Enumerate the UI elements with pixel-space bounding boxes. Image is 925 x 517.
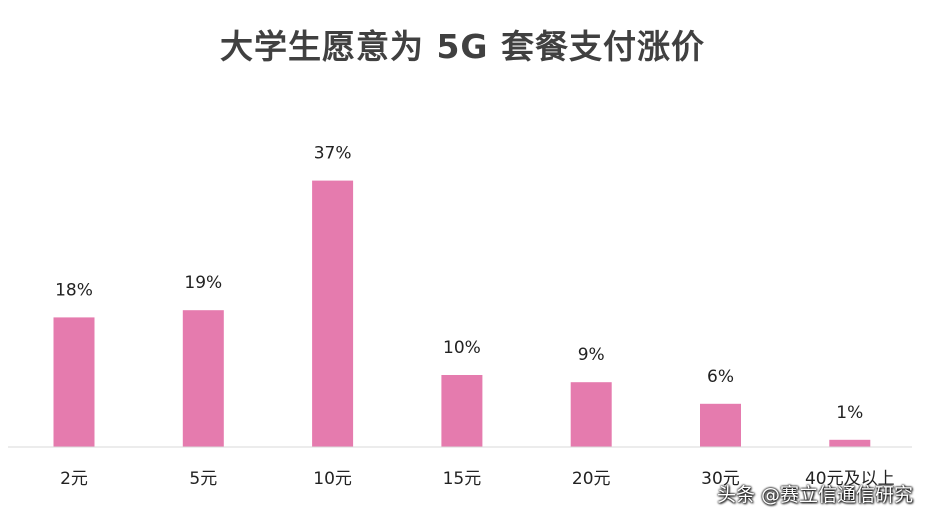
bar-5 xyxy=(700,403,741,447)
x-tick-label-6: 40元及以上 xyxy=(805,469,895,489)
bar-2 xyxy=(312,180,354,447)
x-tick-label-2: 10元 xyxy=(313,469,352,489)
data-label-6: 1% xyxy=(836,403,863,423)
data-label-1: 19% xyxy=(184,273,222,293)
data-label-2: 37% xyxy=(314,144,352,164)
bar-3 xyxy=(441,375,483,447)
data-label-3: 10% xyxy=(443,338,481,358)
data-label-0: 18% xyxy=(55,280,93,300)
x-tick-label-3: 15元 xyxy=(443,469,482,489)
bar-1 xyxy=(182,310,224,447)
watermark: 头条 @赛立信通信研究 xyxy=(716,484,913,506)
data-label-4: 9% xyxy=(578,345,605,365)
bar-4 xyxy=(570,382,612,447)
x-tick-label-4: 20元 xyxy=(572,469,611,489)
data-label-5: 6% xyxy=(707,367,734,387)
chart-title: 大学生愿意为 5G 套餐支付涨价 xyxy=(219,27,706,66)
x-tick-label-0: 2元 xyxy=(60,469,88,489)
tick-labels-layer: 2元 5元 10元 15元 20元 30元 40元及以上 xyxy=(60,469,895,489)
bars-layer: 18% 19% 37% 10% 9% 6% 1% xyxy=(53,144,871,447)
x-tick-label-5: 30元 xyxy=(701,469,740,489)
bar-0 xyxy=(53,317,95,447)
x-tick-label-1: 5元 xyxy=(189,469,217,489)
bar-6 xyxy=(829,439,871,447)
